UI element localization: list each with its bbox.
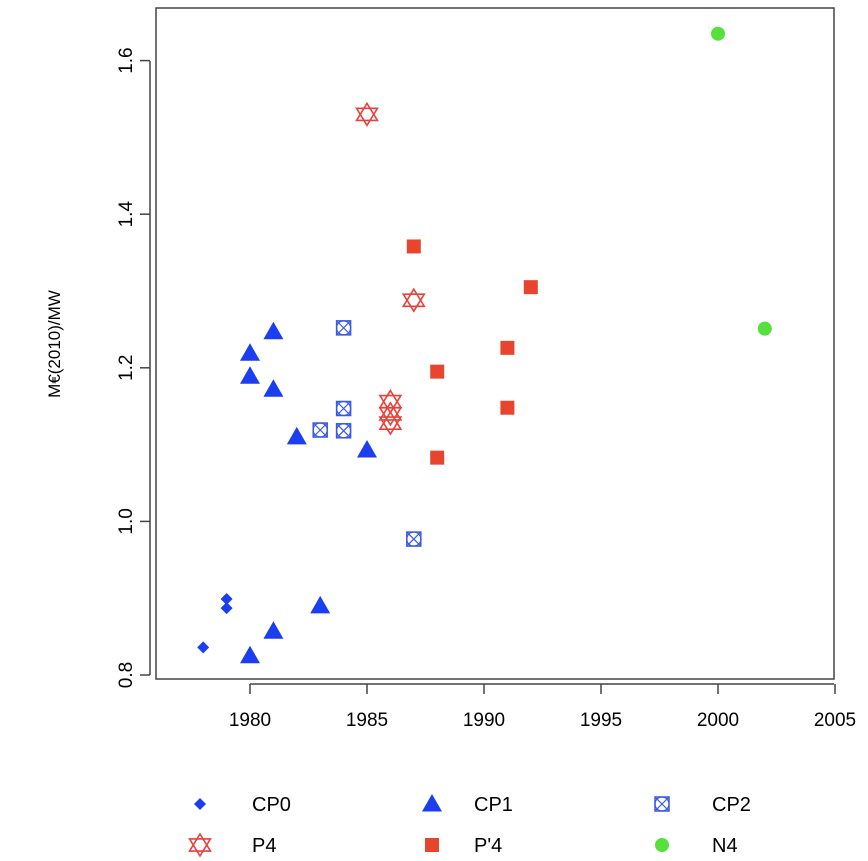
legend-label: CP0 bbox=[252, 794, 291, 816]
x-axis: 1980 1985 1990 1995 2000 2005 bbox=[229, 683, 856, 731]
legend-label: CP2 bbox=[712, 794, 751, 816]
legend-marker bbox=[655, 838, 669, 852]
data-point-cp1 bbox=[263, 621, 284, 639]
legend-item: CP1 bbox=[422, 794, 513, 816]
data-point-p4 bbox=[500, 340, 515, 355]
data-point-cp2 bbox=[335, 423, 352, 439]
legend-item: N4 bbox=[655, 835, 738, 857]
legend: CP0 CP1 CP2 P4 P'4 N4 bbox=[188, 794, 751, 858]
data-point-p4 bbox=[378, 410, 403, 436]
legend-label: CP1 bbox=[474, 794, 513, 816]
legend-item: P4 bbox=[188, 832, 276, 858]
data-point-p4 bbox=[523, 280, 538, 295]
data-point-cp1 bbox=[240, 366, 260, 384]
legend-item: CP0 bbox=[194, 794, 291, 816]
data-point-n4 bbox=[757, 321, 772, 336]
x-tick-label: 1990 bbox=[463, 710, 505, 731]
legend-marker bbox=[425, 838, 439, 852]
legend-item: CP2 bbox=[654, 794, 751, 816]
plot-box bbox=[155, 7, 835, 680]
data-point-cp2 bbox=[312, 422, 328, 438]
data-points bbox=[197, 26, 772, 664]
x-tick-label: 1980 bbox=[229, 710, 271, 731]
y-tick-label: 1.2 bbox=[116, 355, 137, 381]
data-point-cp2 bbox=[335, 320, 352, 336]
data-point-cp0 bbox=[220, 602, 233, 615]
y-tick-label: 1.4 bbox=[116, 201, 137, 228]
data-point-n4 bbox=[711, 26, 725, 41]
y-axis: 0.8 1.0 1.2 1.4 1.6 bbox=[116, 47, 151, 688]
data-point-cp1 bbox=[263, 321, 284, 340]
legend-marker bbox=[194, 798, 206, 810]
x-tick-label: 2005 bbox=[814, 710, 856, 731]
data-point-cp1 bbox=[310, 595, 331, 614]
y-tick-label: 1.0 bbox=[116, 508, 137, 534]
data-point-cp1 bbox=[286, 426, 307, 445]
y-tick-label: 0.8 bbox=[116, 662, 137, 688]
data-point-cp1 bbox=[357, 439, 377, 458]
legend-marker bbox=[188, 832, 212, 858]
legend-label: N4 bbox=[712, 835, 738, 857]
data-point-p4 bbox=[355, 101, 379, 127]
y-tick-label: 1.6 bbox=[116, 47, 137, 73]
data-point-p4 bbox=[500, 400, 515, 415]
data-point-cp2 bbox=[335, 400, 352, 417]
y-axis-title: M€(2010)/MW bbox=[45, 290, 64, 398]
data-point-cp2 bbox=[406, 531, 422, 547]
legend-label: P'4 bbox=[474, 835, 502, 857]
x-tick-label: 1995 bbox=[580, 710, 622, 731]
legend-item: P'4 bbox=[425, 835, 502, 857]
legend-marker bbox=[422, 794, 442, 812]
data-point-cp1 bbox=[263, 379, 284, 397]
data-point-cp1 bbox=[240, 343, 260, 361]
data-point-p4 bbox=[430, 450, 445, 465]
x-tick-label: 2000 bbox=[697, 710, 739, 731]
data-point-p4 bbox=[401, 287, 426, 313]
x-tick-label: 1985 bbox=[346, 710, 388, 731]
legend-label: P4 bbox=[252, 835, 276, 857]
data-point-cp0 bbox=[197, 641, 210, 654]
data-point-cp1 bbox=[240, 645, 260, 664]
data-point-p4 bbox=[430, 364, 445, 379]
legend-marker bbox=[654, 796, 670, 812]
data-point-cp0 bbox=[220, 592, 233, 605]
data-point-p4 bbox=[406, 239, 421, 254]
